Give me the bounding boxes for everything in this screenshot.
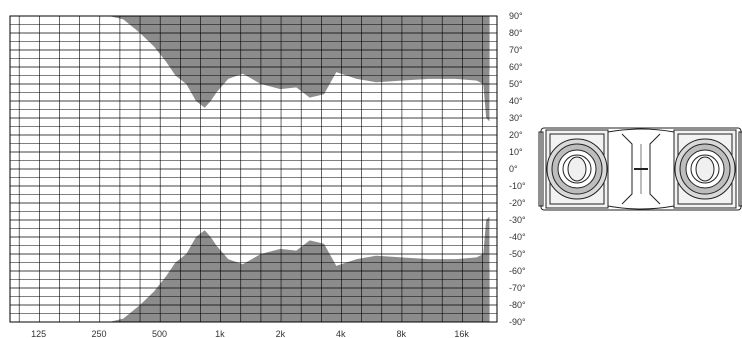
y-tick-label: 50° xyxy=(509,79,523,89)
coverage-band-2-lower xyxy=(109,216,490,322)
y-tick-label: 0° xyxy=(509,164,518,174)
y-tick-label: -70° xyxy=(509,283,526,293)
coverage-band-2-upper xyxy=(109,16,490,122)
y-tick-label: -60° xyxy=(509,266,526,276)
y-tick-label: -40° xyxy=(509,232,526,242)
y-tick-label: 30° xyxy=(509,113,523,123)
plot-area xyxy=(109,16,490,322)
x-tick-label: 1k xyxy=(215,329,225,338)
x-tick-label: 2k xyxy=(276,329,286,338)
y-tick-label: 10° xyxy=(509,147,523,157)
x-tick-label: 8k xyxy=(396,329,406,338)
x-tick-label: 16k xyxy=(454,329,469,338)
x-tick-label: 250 xyxy=(92,329,107,338)
y-tick-label: -20° xyxy=(509,198,526,208)
y-tick-label: -80° xyxy=(509,300,526,310)
y-tick-label: -90° xyxy=(509,317,526,327)
speaker-cabinet-icon xyxy=(538,127,742,211)
grid-lines xyxy=(10,15,497,323)
y-tick-label: 80° xyxy=(509,28,523,38)
y-tick-label: -10° xyxy=(509,181,526,191)
y-tick-label: 40° xyxy=(509,96,523,106)
y-axis-ticks: 90° 80° 70° 60° 50° 40° 30° 20° 10° 0° -10° -20° -30… xyxy=(509,11,526,327)
y-tick-label: -30° xyxy=(509,215,526,225)
y-tick-label: 20° xyxy=(509,130,523,140)
y-tick-label: -50° xyxy=(509,249,526,259)
x-tick-label: 500 xyxy=(152,329,167,338)
y-tick-label: 90° xyxy=(509,11,523,21)
plot-frame xyxy=(9,15,498,323)
x-axis-ticks: 125 250 500 1k 2k 4k 8k 16k xyxy=(31,329,469,338)
x-tick-label: 125 xyxy=(31,329,46,338)
x-tick-label: 4k xyxy=(336,329,346,338)
plot-border xyxy=(9,15,498,323)
y-tick-label: 60° xyxy=(509,62,523,72)
y-tick-label: 70° xyxy=(509,45,523,55)
